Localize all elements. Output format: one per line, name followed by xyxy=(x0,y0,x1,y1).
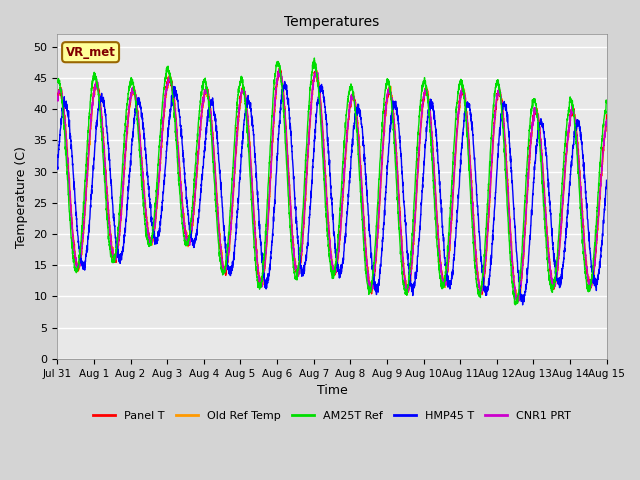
AM25T Ref xyxy=(207,122,214,128)
HMP45 T xyxy=(207,97,214,103)
HMP45 T xyxy=(603,178,611,183)
AM25T Ref xyxy=(54,79,61,85)
Line: CNR1 PRT: CNR1 PRT xyxy=(58,69,607,303)
AM25T Ref xyxy=(396,228,403,233)
Panel T xyxy=(551,281,559,287)
AM25T Ref xyxy=(551,275,559,280)
Line: Panel T: Panel T xyxy=(58,69,607,301)
Panel T xyxy=(276,66,284,72)
CNR1 PRT xyxy=(396,201,403,207)
AM25T Ref xyxy=(386,85,394,91)
Old Ref Temp xyxy=(603,119,611,125)
HMP45 T xyxy=(396,129,403,134)
HMP45 T xyxy=(603,180,611,186)
HMP45 T xyxy=(54,167,61,172)
Legend: Panel T, Old Ref Temp, AM25T Ref, HMP45 T, CNR1 PRT: Panel T, Old Ref Temp, AM25T Ref, HMP45 … xyxy=(88,407,575,426)
HMP45 T xyxy=(551,257,559,263)
Old Ref Temp xyxy=(172,105,179,111)
CNR1 PRT xyxy=(172,108,179,114)
AM25T Ref xyxy=(603,98,611,104)
Title: Temperatures: Temperatures xyxy=(284,15,380,29)
AM25T Ref xyxy=(172,120,179,126)
Panel T xyxy=(603,119,611,124)
HMP45 T xyxy=(172,90,179,96)
Old Ref Temp xyxy=(396,192,403,197)
Old Ref Temp xyxy=(513,299,521,305)
HMP45 T xyxy=(386,130,394,136)
Panel T xyxy=(207,110,214,116)
CNR1 PRT xyxy=(276,66,284,72)
Old Ref Temp xyxy=(54,97,61,103)
Panel T xyxy=(386,89,394,95)
AM25T Ref xyxy=(603,100,611,106)
Old Ref Temp xyxy=(386,88,394,94)
Panel T xyxy=(172,110,179,116)
Line: HMP45 T: HMP45 T xyxy=(58,82,607,305)
CNR1 PRT xyxy=(54,96,61,102)
Line: AM25T Ref: AM25T Ref xyxy=(58,58,607,305)
Old Ref Temp xyxy=(207,111,214,117)
Panel T xyxy=(54,92,61,97)
Y-axis label: Temperature (C): Temperature (C) xyxy=(15,146,28,248)
Old Ref Temp xyxy=(603,122,611,128)
Text: VR_met: VR_met xyxy=(66,46,115,59)
Line: Old Ref Temp: Old Ref Temp xyxy=(58,68,607,302)
AM25T Ref xyxy=(511,302,519,308)
X-axis label: Time: Time xyxy=(317,384,348,397)
AM25T Ref xyxy=(310,55,318,61)
Panel T xyxy=(514,299,522,304)
Old Ref Temp xyxy=(551,280,559,286)
Old Ref Temp xyxy=(275,65,283,71)
CNR1 PRT xyxy=(207,108,214,114)
Panel T xyxy=(396,202,403,207)
CNR1 PRT xyxy=(386,91,394,96)
CNR1 PRT xyxy=(603,117,611,123)
Panel T xyxy=(603,112,611,118)
CNR1 PRT xyxy=(551,284,559,290)
HMP45 T xyxy=(281,79,289,84)
HMP45 T xyxy=(519,302,527,308)
CNR1 PRT xyxy=(513,300,521,306)
CNR1 PRT xyxy=(603,120,611,126)
